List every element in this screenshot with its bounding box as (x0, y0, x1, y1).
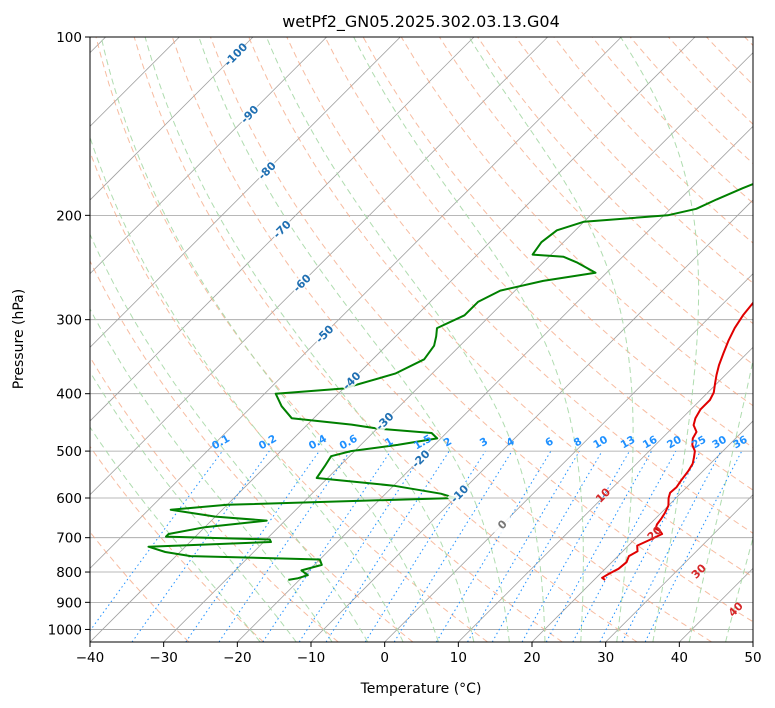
chart-title: wetPf2_GN05.2025.302.03.13.G04 (282, 12, 560, 32)
isotherm-label-bg (237, 102, 262, 127)
x-tick-label: −20 (223, 650, 252, 666)
isotherm-label-bg (447, 481, 472, 506)
x-tick-label: −30 (149, 650, 178, 666)
isotherm-label-bg (490, 512, 515, 537)
isotherm-line (90, 37, 327, 275)
y-tick-label: 300 (56, 313, 82, 329)
y-tick-label: 200 (56, 208, 82, 224)
moist-adiabat-line (688, 358, 753, 642)
axes: −40 −30 −20 −10 0 10 20 30 40 50 100 200 300 400 500 60… (48, 30, 762, 666)
moist-adiabat-line (198, 37, 510, 642)
isotherm-line (90, 37, 401, 348)
isotherm-line (237, 125, 753, 642)
moist-adiabat-line (725, 536, 753, 642)
x-tick-label: 30 (597, 650, 614, 666)
y-tick-label: 500 (56, 444, 82, 460)
mixing-ratio-line (572, 450, 677, 642)
mixing-ratio-line (325, 450, 450, 642)
mixing-ratio-line (218, 450, 351, 642)
x-tick-label: 20 (523, 650, 540, 666)
temperature-profile-line (601, 301, 753, 581)
series-layer (147, 183, 753, 581)
x-tick-label: −40 (76, 650, 105, 666)
mixing-ratio-line (467, 450, 580, 642)
y-tick-label: 700 (56, 531, 82, 547)
isotherm-label-bg (289, 270, 314, 295)
moist-adiabat-line (144, 37, 475, 642)
x-tick-label: 50 (744, 650, 761, 666)
dry-adiabat-line (90, 445, 264, 642)
dry-adiabat-line (248, 37, 753, 578)
mixing-ratio-line (298, 450, 425, 642)
moist-adiabat-line (90, 135, 404, 642)
isotherm-label-bg (339, 368, 364, 393)
plot-frame (89, 36, 754, 643)
isotherm-label-bg (372, 409, 397, 434)
isotherm-label-bg (312, 321, 337, 346)
isotherm-line (384, 273, 753, 642)
isotherm-line (90, 37, 475, 422)
mixing-ratio-line (262, 450, 392, 642)
moist-adiabat-line (90, 233, 369, 642)
y-tick-label: 400 (56, 387, 82, 403)
x-tick-label: 10 (450, 650, 467, 666)
dry-adiabat-line (133, 37, 638, 642)
y-tick-label: 900 (56, 595, 82, 611)
moist-adiabat-line (100, 37, 439, 642)
x-tick-label: 0 (380, 650, 389, 666)
x-tick-label: 40 (671, 650, 688, 666)
dry-adiabat-line (90, 259, 414, 642)
moist-adiabat-line (353, 37, 584, 642)
moist-adiabat-line (266, 37, 546, 642)
isotherm-label-bg (269, 217, 294, 242)
y-tick-label: 1000 (48, 622, 82, 638)
dry-adiabat-line (286, 37, 753, 534)
y-axis-label: Pressure (hPa) (11, 289, 27, 389)
isotherm-line (90, 37, 696, 642)
isotherm-label-bg (223, 42, 248, 67)
isotherm-line (531, 420, 753, 642)
dry-adiabat-line (210, 37, 753, 623)
dry-adiabat-line (324, 37, 753, 491)
isotherm-label-bg (254, 158, 279, 183)
isotherm-line (458, 346, 753, 642)
dry-adiabat-line (95, 37, 563, 642)
isotherm-label-bg (408, 446, 433, 471)
x-axis-label: Temperature (°C) (360, 681, 482, 697)
isotherm-line (90, 37, 254, 201)
isotherm-line (163, 52, 753, 642)
moist-adiabat-line (90, 426, 261, 642)
dewpoint-profile-line (147, 183, 753, 581)
isotherm-line (90, 37, 548, 496)
mixing-ratio-line (599, 450, 701, 642)
mixing-ratio-line (364, 450, 486, 642)
x-tick-label: −10 (297, 650, 326, 666)
moist-adiabat-line (90, 308, 333, 642)
moist-adiabat-line (90, 370, 297, 642)
dry-adiabat-line (515, 37, 753, 284)
y-tick-label: 600 (56, 491, 82, 507)
y-tick-label: 800 (56, 565, 82, 581)
isotherm-line (605, 494, 753, 642)
moist-adiabat-line (620, 37, 700, 642)
y-tick-label: 100 (56, 30, 82, 46)
mixing-ratio-line (185, 450, 320, 642)
mixing-ratio-line (393, 450, 513, 642)
mixing-ratio-line (435, 450, 552, 642)
